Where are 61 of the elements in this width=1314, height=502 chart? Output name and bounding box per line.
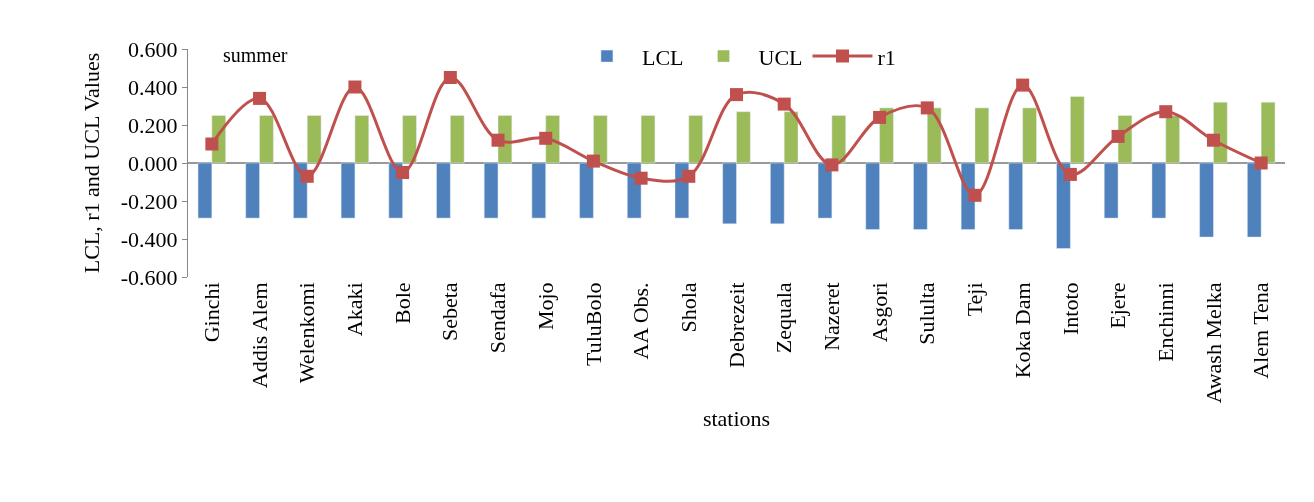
x-tick-label: Alem Tena: [1248, 282, 1274, 379]
legend-label: UCL: [758, 44, 803, 70]
x-tick-label: Akaki: [342, 282, 368, 337]
x-tick-label: TuluBolo: [580, 282, 606, 366]
x-tick-label: Ginchi: [199, 282, 224, 343]
x-tick-label: Debrezeit: [723, 282, 749, 368]
point: [634, 171, 648, 185]
legend-label: LCL: [641, 44, 684, 70]
point: [1063, 167, 1077, 181]
point: [586, 154, 600, 168]
x-tick-label: Shola: [675, 282, 701, 333]
x-tick-label: Asgori: [866, 282, 892, 343]
point: [1254, 156, 1268, 170]
point: [968, 188, 982, 202]
y-tick-label: 0.600: [128, 36, 178, 62]
y-tick-label: 0.200: [128, 112, 178, 138]
x-tick-label: Nazeret: [819, 282, 845, 351]
x-tick-label: Koka Dam: [1009, 282, 1035, 379]
x-tick-label: Ejere: [1105, 282, 1131, 329]
x-tick-label: Zequala: [771, 282, 797, 354]
x-tick-label: Sendafa: [485, 282, 511, 354]
point: [730, 88, 743, 102]
x-tick-label: Welenkomi: [294, 282, 320, 384]
annotation: summer: [223, 44, 288, 66]
point: [396, 166, 410, 179]
y-tick-label: -0.400: [120, 226, 178, 252]
bar: [1260, 101, 1276, 164]
bar: [831, 115, 846, 164]
point: [682, 169, 696, 183]
point: [1159, 105, 1173, 119]
x-tick-label: Bole: [389, 282, 415, 324]
point: [1206, 133, 1220, 147]
bar: [817, 162, 833, 219]
x-tick-label: Awash Melka: [1200, 282, 1226, 404]
x-tick-label: Sebeta: [437, 282, 463, 342]
point: [300, 169, 314, 183]
bar: [593, 115, 608, 164]
y-axis-title: LCL, r1 and UCL Values: [78, 52, 104, 274]
y-tick-label: 0.400: [128, 74, 178, 100]
point: [873, 110, 887, 124]
point: [348, 80, 362, 94]
bar: [1247, 162, 1262, 238]
point: [253, 91, 267, 105]
x-tick-label: Enchinni: [1152, 282, 1178, 362]
x-tick-label: AA Obs.: [628, 282, 654, 360]
x-tick-label: Addis Alem: [246, 282, 272, 389]
x-tick-label: Teji: [962, 282, 988, 317]
y-tick-label: -0.600: [120, 264, 178, 290]
point: [443, 71, 457, 84]
point: [1016, 78, 1030, 92]
x-axis-title: stations: [702, 406, 771, 432]
point: [825, 158, 839, 172]
x-tick-label: Mojo: [532, 282, 558, 331]
x-tick-label: Sululta: [914, 282, 940, 345]
bar: [579, 162, 594, 219]
point: [777, 97, 791, 111]
point: [920, 101, 934, 115]
x-tick-label: Intoto: [1057, 282, 1083, 335]
y-tick-label: -0.200: [120, 188, 178, 214]
legend-label: r1: [877, 44, 896, 70]
y-tick-label: 0.000: [128, 150, 178, 176]
